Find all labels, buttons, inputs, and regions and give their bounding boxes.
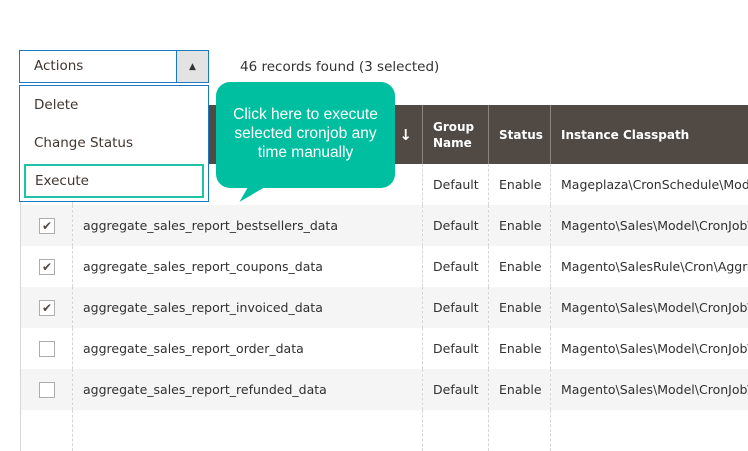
group-name <box>423 410 489 451</box>
row-checkbox[interactable]: ✔ <box>39 218 55 234</box>
group-name: Default <box>423 164 489 205</box>
actions-label: Actions <box>20 51 176 82</box>
header-status[interactable]: Status <box>489 105 551 164</box>
group-name: Default <box>423 205 489 246</box>
group-name: Default <box>423 287 489 328</box>
instance-classpath: Magento\Sales\Model\CronJob\ <box>551 369 748 410</box>
table-row[interactable]: aggregate_sales_report_refunded_data Def… <box>21 369 748 410</box>
tooltip-line: selected cronjob any <box>216 124 395 143</box>
select-cell <box>21 410 73 451</box>
select-cell <box>21 369 73 410</box>
job-name <box>73 410 423 451</box>
check-icon: ✔ <box>42 301 52 315</box>
row-checkbox[interactable] <box>39 382 55 398</box>
group-name: Default <box>423 246 489 287</box>
job-name: aggregate_sales_report_refunded_data <box>73 369 423 410</box>
actions-menu: Delete Change Status Execute <box>19 85 209 202</box>
group-name: Default <box>423 369 489 410</box>
tooltip-line: time manually <box>216 143 395 162</box>
status: Enable <box>489 164 551 205</box>
job-name: aggregate_sales_report_order_data <box>73 328 423 369</box>
instance-classpath: Magento\Sales\Model\CronJob\ <box>551 205 748 246</box>
actions-dropdown[interactable]: Actions ▲ <box>19 50 209 83</box>
status: Enable <box>489 369 551 410</box>
row-checkbox[interactable]: ✔ <box>39 259 55 275</box>
select-cell: ✔ <box>21 287 73 328</box>
status <box>489 410 551 451</box>
sort-arrow-icon[interactable]: ↓ <box>399 126 412 144</box>
header-classpath[interactable]: Instance Classpath <box>551 105 748 164</box>
instance-classpath: Magento\SalesRule\Cron\Aggre <box>551 246 748 287</box>
table-row[interactable] <box>21 410 748 451</box>
select-cell: ✔ <box>21 246 73 287</box>
job-name: aggregate_sales_report_bestsellers_data <box>73 205 423 246</box>
instance-classpath: Magento\Sales\Model\CronJob\ <box>551 328 748 369</box>
check-icon: ✔ <box>42 260 52 274</box>
header-group-name[interactable]: Group Name <box>423 105 489 164</box>
job-name: aggregate_sales_report_coupons_data <box>73 246 423 287</box>
table-row[interactable]: ✔ aggregate_sales_report_coupons_data De… <box>21 246 748 287</box>
instance-classpath: Magento\Sales\Model\CronJob\ <box>551 287 748 328</box>
instance-classpath <box>551 410 748 451</box>
tooltip-line: Click here to execute <box>216 105 395 124</box>
select-cell <box>21 328 73 369</box>
check-icon: ✔ <box>42 219 52 233</box>
callout-tooltip: Click here to execute selected cronjob a… <box>216 82 395 188</box>
instance-classpath: Mageplaza\CronSchedule\Model <box>551 164 748 205</box>
status: Enable <box>489 246 551 287</box>
menu-item-execute[interactable]: Execute <box>24 164 204 198</box>
menu-item-delete[interactable]: Delete <box>20 86 208 124</box>
records-count: 46 records found (3 selected) <box>240 59 439 75</box>
status: Enable <box>489 328 551 369</box>
table-row[interactable]: ✔ aggregate_sales_report_invoiced_data D… <box>21 287 748 328</box>
status: Enable <box>489 205 551 246</box>
group-name: Default <box>423 328 489 369</box>
row-checkbox[interactable]: ✔ <box>39 300 55 316</box>
menu-item-change-status[interactable]: Change Status <box>20 124 208 162</box>
row-checkbox[interactable] <box>39 341 55 357</box>
status: Enable <box>489 287 551 328</box>
select-cell: ✔ <box>21 205 73 246</box>
caret-up-icon[interactable]: ▲ <box>176 51 208 82</box>
job-name: aggregate_sales_report_invoiced_data <box>73 287 423 328</box>
table-row[interactable]: ✔ aggregate_sales_report_bestsellers_dat… <box>21 205 748 246</box>
table-row[interactable]: aggregate_sales_report_order_data Defaul… <box>21 328 748 369</box>
